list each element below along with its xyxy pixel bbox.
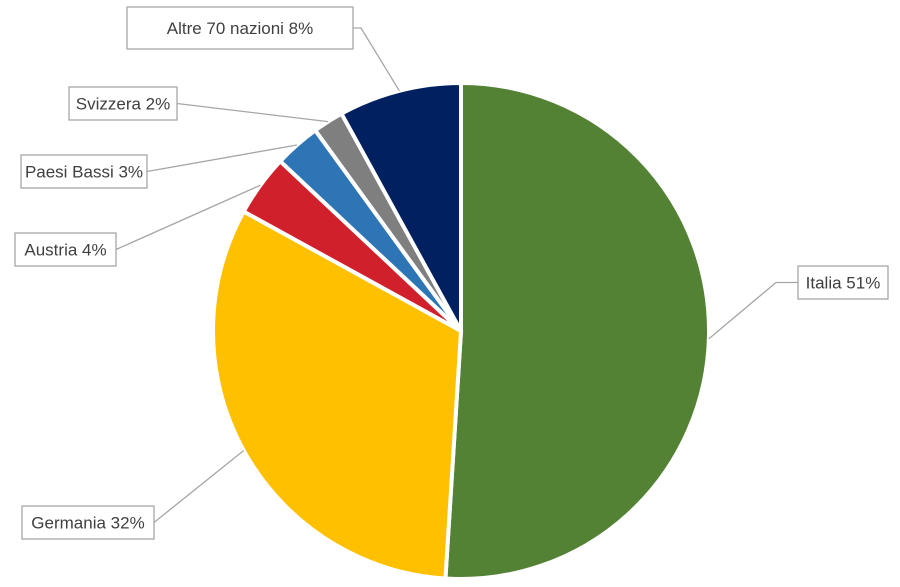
data-label-paesi-bassi: Paesi Bassi 3%	[20, 154, 148, 189]
data-label-text: Svizzera 2%	[76, 95, 170, 114]
pie-slice-germania	[211, 209, 463, 581]
leader-lines	[115, 27, 798, 524]
leader-line-germania	[153, 449, 245, 524]
data-label-italia: Italia 51%	[797, 265, 889, 300]
data-label-text: Germania 32%	[31, 514, 144, 533]
leader-line-svizzera	[176, 102, 329, 123]
leader-line-italia	[708, 281, 798, 340]
data-label-box	[126, 6, 354, 50]
slices	[211, 81, 712, 581]
data-label-box	[21, 505, 155, 540]
data-label-text: Austria 4%	[24, 241, 106, 260]
data-label-text: Paesi Bassi 3%	[25, 163, 143, 182]
data-label-austria: Austria 4%	[14, 232, 117, 267]
data-label-germania: Germania 32%	[21, 505, 155, 540]
leader-line-austria	[115, 184, 261, 251]
pie-slice-italia	[443, 81, 712, 581]
data-label-box	[797, 265, 889, 300]
data-label-altre-70-nazioni: Altre 70 nazioni 8%	[126, 6, 354, 50]
pie-slice-altre-70-nazioni	[339, 81, 463, 333]
data-label-text: Italia 51%	[806, 274, 881, 293]
data-label-box	[20, 154, 148, 189]
data-label-text: Altre 70 nazioni 8%	[167, 19, 313, 38]
data-label-svizzera: Svizzera 2%	[68, 86, 178, 121]
data-label-box	[68, 86, 178, 121]
data-label-box	[14, 232, 117, 267]
leader-line-altre-70-nazioni	[353, 27, 400, 92]
data-labels: Italia 51% Germania 32% Austria 4% Paesi Ba…	[14, 6, 889, 540]
leader-line-paesi-bassi	[146, 144, 298, 173]
